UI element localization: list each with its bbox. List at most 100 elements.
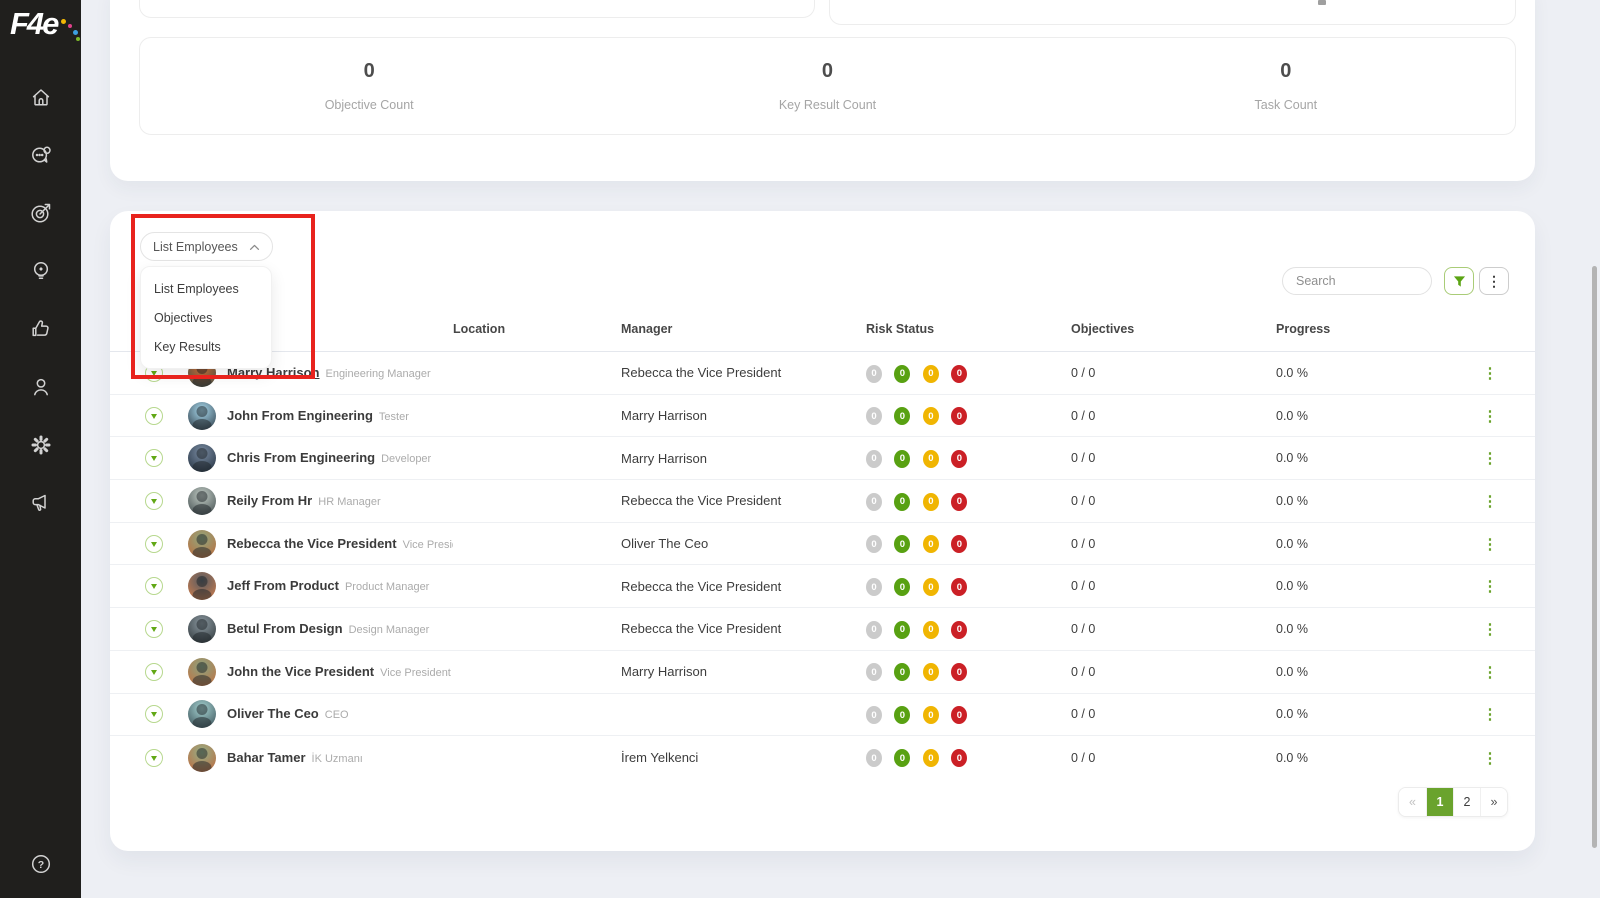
employee-name[interactable]: Rebecca the Vice President [227,536,397,551]
avatar [188,487,216,515]
search-input[interactable] [1296,274,1457,288]
person-icon [29,375,53,399]
risk-badges: 0 0 0 0 [866,448,1071,468]
row-actions-kebab[interactable]: ⋮ [1475,577,1505,595]
sidebar-item-ideas[interactable] [29,259,53,283]
risk-badge-on-track: 0 [894,535,910,553]
progress-cell: 0.0 % [1276,622,1475,636]
employee-name[interactable]: Reily From Hr [227,493,312,508]
row-actions-kebab[interactable]: ⋮ [1475,364,1505,382]
stat-objective-count: 0 Objective Count [140,38,598,134]
expand-row-button[interactable] [145,492,163,510]
objectives-cell: 0 / 0 [1071,409,1276,423]
risk-badge-off-track: 0 [951,706,967,724]
row-actions-kebab[interactable]: ⋮ [1475,535,1505,553]
caret-down-icon [151,712,157,717]
sidebar-item-announcements[interactable] [29,491,53,515]
objectives-cell: 0 / 0 [1071,451,1276,465]
row-actions-kebab[interactable]: ⋮ [1475,492,1505,510]
employee-name[interactable]: John From Engineering [227,408,373,423]
expand-row-button[interactable] [145,577,163,595]
expand-row-button[interactable] [145,407,163,425]
column-header-location: Location [453,322,621,336]
manager-cell: Marry Harrison [621,408,866,423]
summary-panel: 0 Objective Count 0 Key Result Count 0 T… [110,0,1535,181]
risk-badges: 0 0 0 0 [866,363,1071,383]
sidebar-item-messages[interactable] [29,143,53,167]
row-actions-kebab[interactable]: ⋮ [1475,620,1505,638]
risk-badge-none: 0 [866,493,882,511]
sidebar-item-people[interactable] [29,375,53,399]
employee-name[interactable]: Betul From Design [227,621,343,636]
expand-row-button[interactable] [145,749,163,767]
progress-cell: 0.0 % [1276,537,1475,551]
table-header: Location Manager Risk Status Objectives … [110,307,1535,352]
avatar [188,615,216,643]
caret-down-icon [151,756,157,761]
caret-down-icon [151,670,157,675]
sidebar: F4e ? [0,0,81,898]
pagination-page-1-button[interactable]: 1 [1426,788,1453,816]
menu-item-list-employees[interactable]: List Employees [141,274,271,303]
objectives-cell: 0 / 0 [1071,494,1276,508]
employee-name[interactable]: Oliver The Ceo [227,706,319,721]
expand-row-button[interactable] [145,663,163,681]
expand-row-button[interactable] [145,449,163,467]
pagination-prev-button[interactable]: « [1399,788,1426,816]
filter-funnel-icon [1453,275,1466,288]
employee-name[interactable]: Jeff From Product [227,578,339,593]
pagination-page-2-button[interactable]: 2 [1453,788,1480,816]
row-actions-kebab[interactable]: ⋮ [1475,407,1505,425]
employee-name[interactable]: John the Vice President [227,664,374,679]
stat-value: 0 [1280,60,1291,83]
row-actions-kebab[interactable]: ⋮ [1475,663,1505,681]
column-header-progress: Progress [1276,322,1475,336]
risk-badge-on-track: 0 [894,621,910,639]
employee-role: Vice President [380,667,451,679]
employee-name[interactable]: Chris From Engineering [227,450,375,465]
brand-logo[interactable]: F4e [10,6,57,42]
progress-cell: 0.0 % [1276,751,1475,765]
expand-row-button[interactable] [145,620,163,638]
risk-badge-at-risk: 0 [923,706,939,724]
row-actions-kebab[interactable]: ⋮ [1475,449,1505,467]
sidebar-item-home[interactable] [29,85,53,109]
row-actions-kebab[interactable]: ⋮ [1475,749,1505,767]
employee-role: Design Manager [349,624,430,636]
employee-name[interactable]: Bahar Tamer [227,750,306,765]
manager-cell: İrem Yelkenci [621,750,866,765]
employee-role: HR Manager [318,496,380,508]
progress-cell: 0.0 % [1276,579,1475,593]
risk-badge-off-track: 0 [951,407,967,425]
search-box [1282,267,1432,295]
risk-badge-none: 0 [866,749,882,767]
page-scrollbar-thumb[interactable] [1592,266,1597,848]
table-options-kebab-button[interactable]: ⋮ [1479,267,1509,295]
thumbs-up-icon [29,317,53,341]
sidebar-item-help[interactable]: ? [29,852,53,876]
objectives-cell: 0 / 0 [1071,579,1276,593]
menu-item-key-results[interactable]: Key Results [141,332,271,361]
view-selector-dropdown[interactable]: List Employees [140,232,273,261]
sidebar-item-recognition[interactable] [29,317,53,341]
view-selector-menu: List Employees Objectives Key Results [140,266,272,369]
gear-icon [29,433,53,457]
target-icon [29,201,53,225]
stat-task-count: 0 Task Count [1057,38,1515,134]
risk-badge-at-risk: 0 [923,493,939,511]
expand-row-button[interactable] [145,535,163,553]
expand-row-button[interactable] [145,705,163,723]
row-actions-kebab[interactable]: ⋮ [1475,705,1505,723]
filter-button[interactable] [1444,267,1474,295]
progress-cell: 0.0 % [1276,665,1475,679]
sidebar-item-objectives[interactable] [29,201,53,225]
sidebar-item-settings[interactable] [29,433,53,457]
menu-item-objectives[interactable]: Objectives [141,303,271,332]
risk-badge-on-track: 0 [894,663,910,681]
table-row: Jeff From ProductProduct Manager Rebecca… [110,565,1535,608]
employees-panel: List Employees List Employees Objectives… [110,211,1535,851]
megaphone-icon [29,491,53,515]
table-row: Oliver The CeoCEO 0 0 0 0 0 / 0 0.0 % ⋮ [110,694,1535,737]
avatar [188,658,216,686]
pagination-next-button[interactable]: » [1480,788,1507,816]
